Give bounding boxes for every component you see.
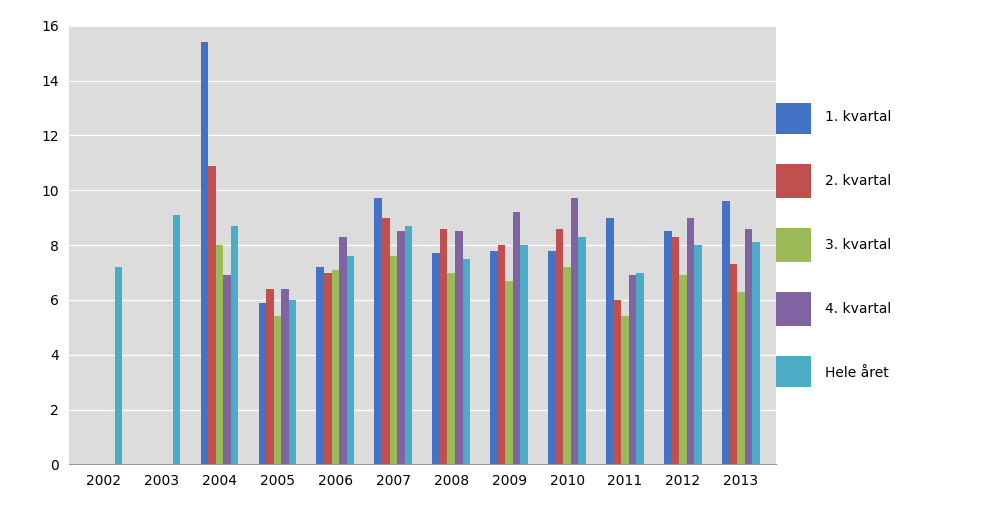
Bar (680, 275, 686, 464)
Bar (405, 226, 412, 464)
Bar (672, 237, 680, 464)
Bar (332, 270, 339, 464)
Bar (548, 251, 556, 464)
Bar (556, 229, 564, 464)
Bar (490, 251, 498, 464)
FancyBboxPatch shape (776, 100, 811, 135)
Bar (520, 245, 528, 464)
Bar (455, 231, 463, 464)
FancyBboxPatch shape (776, 164, 811, 198)
Bar (440, 229, 448, 464)
Text: 1. kvartal: 1. kvartal (825, 110, 892, 124)
Bar (266, 289, 274, 464)
Bar (636, 272, 644, 464)
Bar (223, 275, 231, 464)
Bar (578, 237, 586, 464)
FancyBboxPatch shape (776, 228, 811, 262)
Bar (498, 245, 506, 464)
Bar (347, 256, 355, 464)
Bar (324, 272, 332, 464)
Bar (463, 259, 470, 464)
Text: 3. kvartal: 3. kvartal (825, 238, 891, 252)
Text: 2. kvartal: 2. kvartal (825, 174, 891, 188)
Text: Hele året: Hele året (825, 366, 889, 380)
Bar (513, 212, 520, 464)
Bar (200, 42, 208, 464)
Bar (374, 199, 382, 464)
Bar (694, 245, 702, 464)
Bar (448, 272, 455, 464)
Bar (390, 256, 397, 464)
Text: 4. kvartal: 4. kvartal (825, 302, 891, 316)
Bar (115, 267, 123, 464)
FancyBboxPatch shape (776, 356, 811, 390)
Bar (339, 237, 347, 464)
Bar (622, 316, 628, 464)
Bar (564, 267, 571, 464)
Bar (216, 245, 223, 464)
Bar (231, 226, 239, 464)
Bar (606, 218, 614, 464)
Bar (289, 300, 297, 464)
Bar (382, 218, 390, 464)
Bar (571, 199, 578, 464)
Bar (432, 253, 440, 464)
Bar (628, 275, 636, 464)
Bar (258, 303, 266, 464)
Bar (316, 267, 324, 464)
Bar (664, 231, 672, 464)
Bar (614, 300, 622, 464)
Bar (274, 316, 281, 464)
Bar (281, 289, 289, 464)
Bar (744, 229, 752, 464)
Bar (686, 218, 694, 464)
Bar (722, 201, 730, 464)
Bar (208, 166, 216, 464)
Bar (397, 231, 405, 464)
Bar (173, 215, 181, 464)
FancyBboxPatch shape (776, 292, 811, 326)
Bar (737, 292, 744, 464)
Bar (730, 264, 737, 464)
Bar (506, 281, 513, 464)
Bar (752, 243, 760, 464)
